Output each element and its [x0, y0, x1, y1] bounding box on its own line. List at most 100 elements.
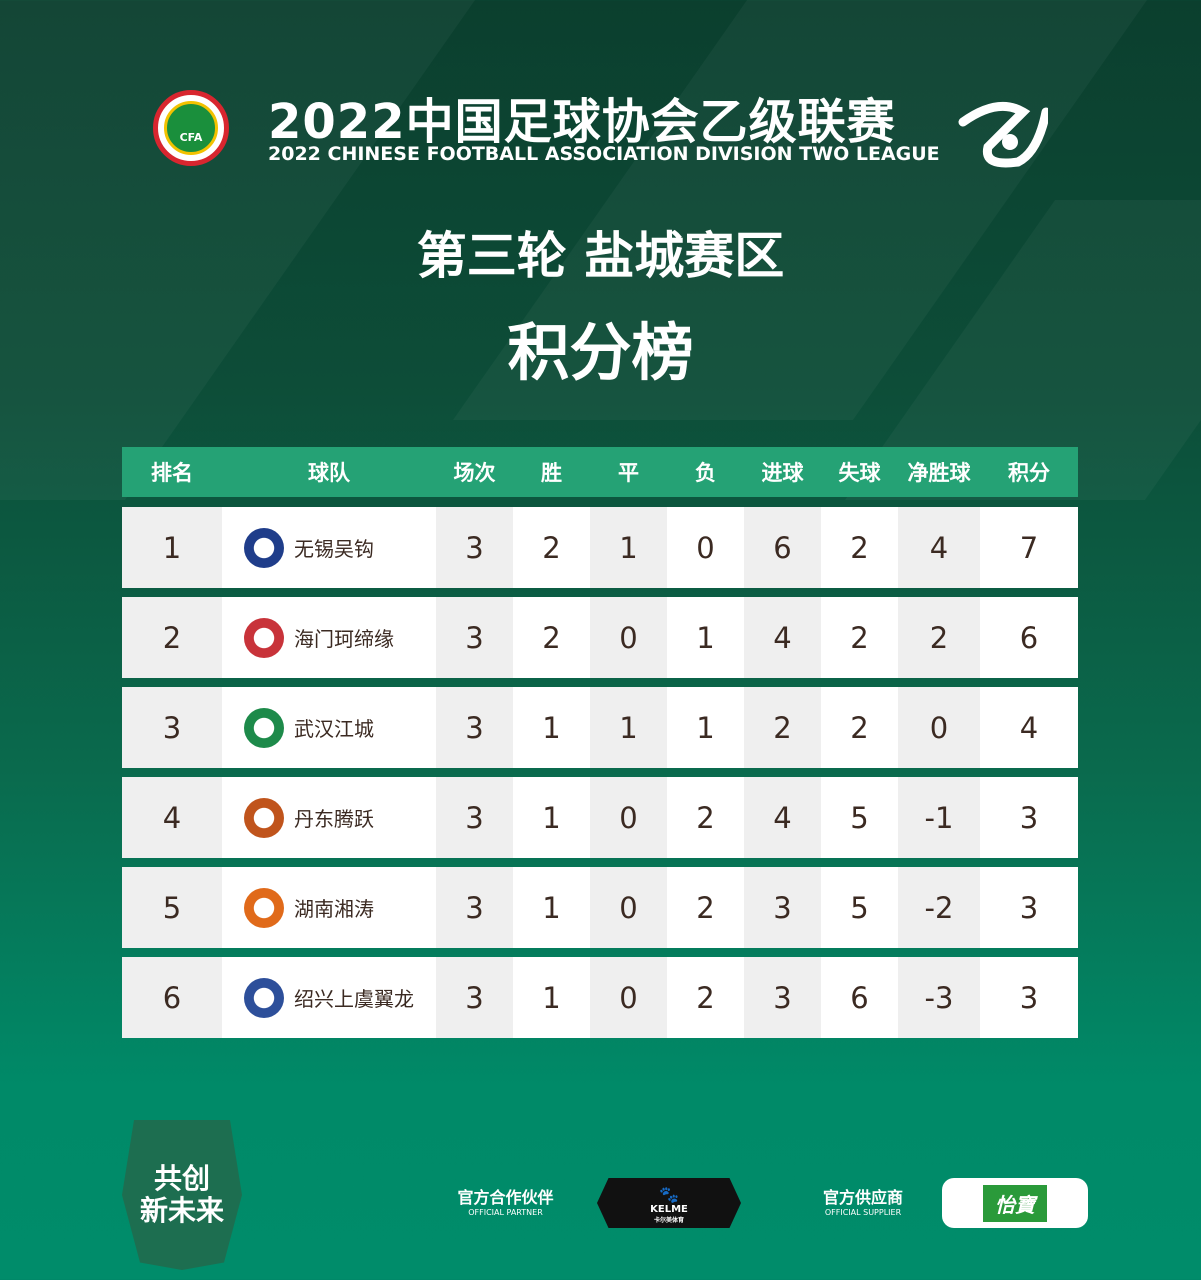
draws-cell: 0	[590, 597, 667, 678]
table-row: 6 绍兴上虞翼龙 3 1 0 2 3 6 -3 3	[122, 957, 1078, 1038]
slogan-badge: 共创 新未来	[122, 1120, 242, 1270]
goals-for-cell: 3	[744, 867, 821, 948]
wins-cell: 1	[513, 957, 590, 1038]
col-goals-for: 进球	[761, 461, 804, 485]
losses-cell: 2	[667, 867, 744, 948]
rank-cell: 2	[122, 597, 222, 678]
team-logo-icon	[244, 527, 284, 568]
league-emblem-icon	[958, 101, 1048, 168]
goal-diff-cell: -3	[898, 957, 980, 1038]
partner-label: 官方合作伙伴 OFFICIAL PARTNER	[457, 1188, 554, 1217]
col-losses: 负	[695, 461, 716, 485]
team-name: 武汉江城	[294, 717, 374, 741]
points-cell: 6	[980, 597, 1078, 678]
draws-cell: 0	[590, 777, 667, 858]
draws-cell: 1	[590, 687, 667, 768]
goal-diff-cell: 0	[898, 687, 980, 768]
goals-against-cell: 5	[821, 867, 898, 948]
col-draws: 平	[618, 461, 639, 485]
goals-for-cell: 4	[744, 777, 821, 858]
team-logo-icon	[244, 887, 284, 928]
col-rank: 排名	[151, 461, 193, 485]
points-cell: 3	[980, 957, 1078, 1038]
col-points: 积分	[1008, 461, 1050, 485]
kelme-logo: 🐾 KELME 卡尔美体育	[597, 1178, 741, 1228]
played-cell: 3	[436, 597, 513, 678]
team-logo-icon	[244, 797, 284, 838]
slogan-line2: 新未来	[139, 1194, 224, 1227]
losses-cell: 1	[667, 597, 744, 678]
team-name: 无锡吴钩	[294, 537, 374, 561]
table-row: 5 湖南湘涛 3 1 0 2 3 5 -2 3	[122, 867, 1078, 948]
team-cell: 丹东腾跃	[222, 777, 436, 858]
goal-diff-cell: -2	[898, 867, 980, 948]
team-name: 海门珂缔缘	[294, 627, 394, 651]
goal-diff-cell: -1	[898, 777, 980, 858]
points-cell: 3	[980, 867, 1078, 948]
goals-for-cell: 4	[744, 597, 821, 678]
goals-against-cell: 2	[821, 687, 898, 768]
draws-cell: 0	[590, 957, 667, 1038]
goals-against-cell: 2	[821, 507, 898, 588]
wins-cell: 1	[513, 777, 590, 858]
played-cell: 3	[436, 507, 513, 588]
col-team: 球队	[308, 461, 350, 485]
goals-against-cell: 5	[821, 777, 898, 858]
played-cell: 3	[436, 957, 513, 1038]
col-played: 场次	[453, 461, 496, 485]
table-row: 3 武汉江城 3 1 1 1 2 2 0 4	[122, 687, 1078, 768]
slogan-line1: 共创	[153, 1161, 210, 1195]
table-row: 1 无锡吴钩 3 2 1 0 6 2 4 7	[122, 507, 1078, 588]
wins-cell: 2	[513, 597, 590, 678]
played-cell: 3	[436, 867, 513, 948]
team-name: 丹东腾跃	[294, 807, 374, 831]
rank-cell: 5	[122, 867, 222, 948]
team-cell: 海门珂缔缘	[222, 597, 436, 678]
rank-cell: 6	[122, 957, 222, 1038]
team-cell: 无锡吴钩	[222, 507, 436, 588]
goals-for-cell: 6	[744, 507, 821, 588]
losses-cell: 2	[667, 777, 744, 858]
wins-cell: 1	[513, 867, 590, 948]
team-logo-icon	[244, 707, 284, 748]
goal-diff-cell: 2	[898, 597, 980, 678]
paw-icon: 🐾	[659, 1185, 679, 1204]
team-logo-icon	[244, 977, 284, 1018]
goals-for-cell: 3	[744, 957, 821, 1038]
rank-cell: 4	[122, 777, 222, 858]
team-name: 绍兴上虞翼龙	[294, 987, 414, 1011]
draws-cell: 0	[590, 867, 667, 948]
round-title: 第三轮 盐城赛区	[416, 227, 785, 285]
wins-cell: 1	[513, 687, 590, 768]
played-cell: 3	[436, 687, 513, 768]
losses-cell: 2	[667, 957, 744, 1038]
wins-cell: 2	[513, 507, 590, 588]
table-header: 排名 球队 场次 胜 平 负 进球 失球 净胜球 积分	[122, 447, 1078, 497]
team-logo-icon	[244, 617, 284, 658]
goals-against-cell: 6	[821, 957, 898, 1038]
losses-cell: 1	[667, 687, 744, 768]
table-row: 4 丹东腾跃 3 1 0 2 4 5 -1 3	[122, 777, 1078, 858]
col-goals-against: 失球	[838, 461, 881, 485]
goals-for-cell: 2	[744, 687, 821, 768]
team-cell: 武汉江城	[222, 687, 436, 768]
col-goal-diff: 净胜球	[907, 461, 971, 485]
rank-cell: 3	[122, 687, 222, 768]
goal-diff-cell: 4	[898, 507, 980, 588]
team-cell: 绍兴上虞翼龙	[222, 957, 436, 1038]
points-cell: 3	[980, 777, 1078, 858]
points-cell: 7	[980, 507, 1078, 588]
col-wins: 胜	[541, 461, 562, 485]
draws-cell: 1	[590, 507, 667, 588]
team-cell: 湖南湘涛	[222, 867, 436, 948]
league-subtitle: 2022 CHINESE FOOTBALL ASSOCIATION DIVISI…	[268, 143, 940, 165]
table-row: 2 海门珂缔缘 3 2 0 1 4 2 2 6	[122, 597, 1078, 678]
supplier-label: 官方供应商 OFFICIAL SUPPLIER	[822, 1188, 903, 1217]
rank-cell: 1	[122, 507, 222, 588]
played-cell: 3	[436, 777, 513, 858]
cfa-logo: CFA	[153, 90, 229, 166]
points-cell: 4	[980, 687, 1078, 768]
league-title: 2022中国足球协会乙级联赛	[268, 94, 896, 150]
cbest-logo: 怡寶	[942, 1178, 1088, 1228]
losses-cell: 0	[667, 507, 744, 588]
